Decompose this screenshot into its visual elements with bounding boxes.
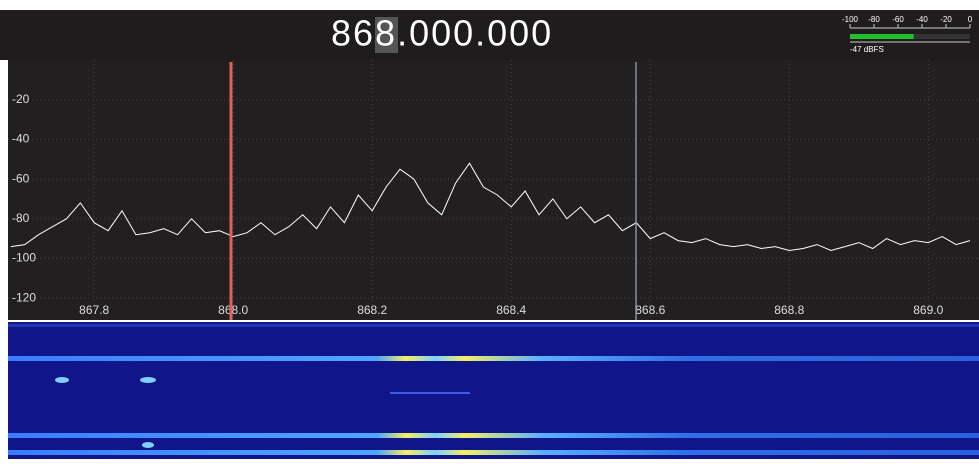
page: 868.000.000 -100 -80 -60 -40 -20 0 -47 dBFS -2…	[0, 0, 979, 459]
left-edge	[0, 60, 8, 459]
meter-tick-label: 0	[968, 15, 973, 24]
waterfall-blip	[142, 442, 154, 448]
sdr-view: 868.000.000 -100 -80 -60 -40 -20 0 -47 dBFS -2…	[0, 0, 979, 459]
x-tick-label: 867.8	[79, 303, 109, 317]
y-tick-label: -40	[12, 132, 30, 146]
meter-level	[850, 34, 914, 39]
y-tick-label: -100	[12, 251, 36, 265]
meter-tick-label: -20	[940, 15, 952, 24]
meter-value-label: -47 dBFS	[850, 45, 884, 54]
meter-tick-label: -60	[892, 15, 904, 24]
meter-tick-label: -40	[916, 15, 928, 24]
x-tick-label: 868.4	[496, 303, 526, 317]
waterfall-streak	[8, 356, 979, 361]
x-tick-label: 868.2	[357, 303, 387, 317]
meter-tick-label: -80	[868, 15, 880, 24]
waterfall-streak	[390, 392, 470, 394]
x-tick-label: 868.8	[774, 303, 804, 317]
waterfall-bg	[8, 322, 979, 459]
y-tick-label: -120	[12, 290, 36, 304]
y-tick-label: -80	[12, 211, 30, 225]
frequency-display[interactable]: 868.000.000	[331, 13, 553, 54]
x-tick-label: 868.6	[635, 303, 665, 317]
x-tick-label: 869.0	[913, 303, 943, 317]
waterfall	[8, 322, 979, 459]
waterfall-streak	[8, 324, 979, 327]
x-tick-label: 868.0	[218, 303, 248, 317]
waterfall-streak	[8, 433, 979, 438]
waterfall-streak	[8, 450, 979, 455]
y-tick-label: -20	[12, 92, 30, 106]
meter-tick-label: -100	[842, 15, 859, 24]
y-tick-label: -60	[12, 171, 30, 185]
spectrum-area	[8, 60, 979, 320]
waterfall-blip	[140, 377, 156, 383]
waterfall-blip	[55, 377, 69, 383]
